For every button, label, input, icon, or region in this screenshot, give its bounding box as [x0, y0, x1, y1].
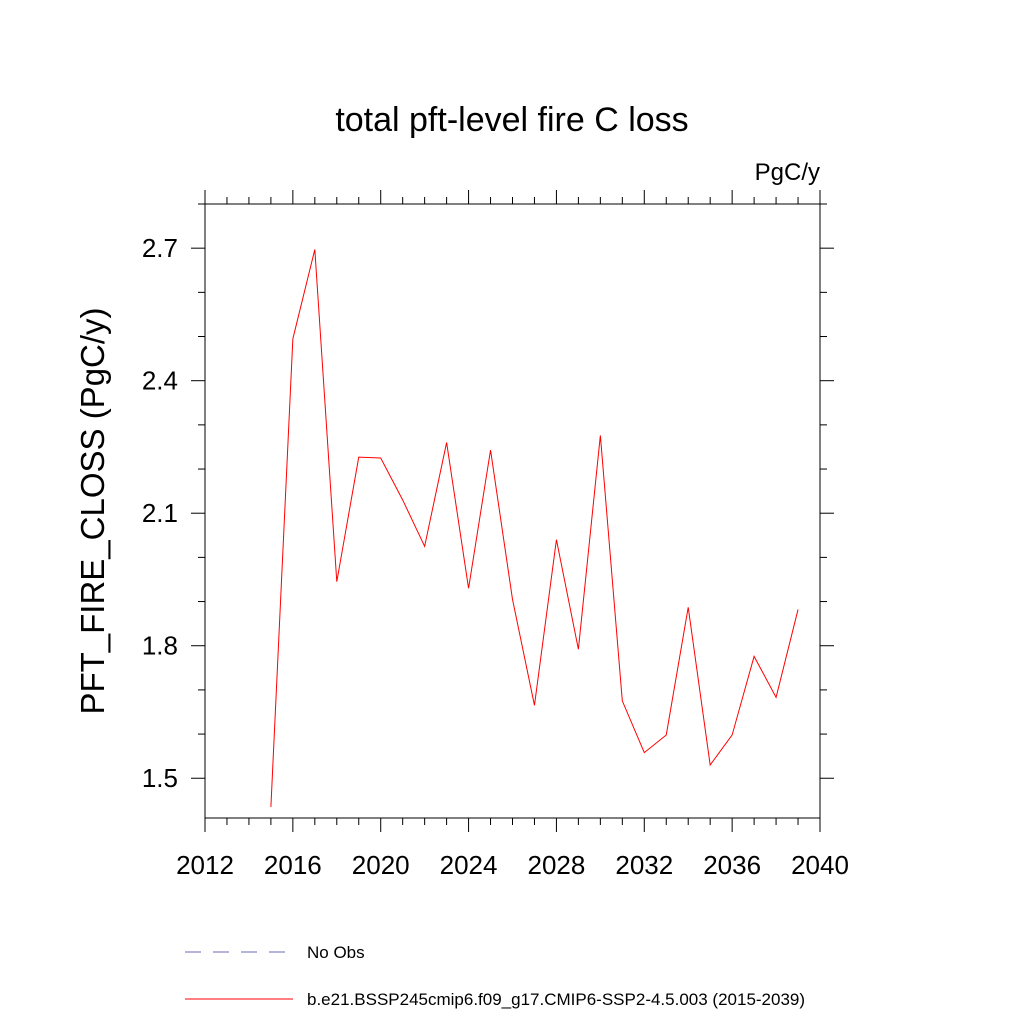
series-line-0 — [270, 249, 799, 807]
x-tick-label: 2040 — [791, 850, 849, 880]
y-tick-label: 1.8 — [142, 631, 178, 661]
x-tick-label: 2020 — [352, 850, 410, 880]
data-series — [270, 249, 799, 807]
axes — [204, 203, 821, 819]
x-tick-label: 2028 — [528, 850, 586, 880]
x-tick-label: 2036 — [703, 850, 761, 880]
units-label: PgC/y — [755, 159, 820, 186]
y-tick-label: 2.1 — [142, 498, 178, 528]
x-tick-label: 2032 — [615, 850, 673, 880]
y-tick-label: 2.7 — [142, 233, 178, 263]
legend-label-0: No Obs — [307, 943, 365, 962]
legend: No Obs b.e21.BSSP245cmip6.f09_g17.CMIP6-S… — [185, 943, 805, 1009]
plot-frame — [204, 203, 821, 819]
chart-title: total pft-level fire C loss — [335, 101, 688, 139]
y-tick-label: 2.4 — [142, 366, 178, 396]
x-tick-label: 2012 — [176, 850, 234, 880]
y-axis-label: PFT_FIRE_CLOSS (PgC/y) — [74, 307, 111, 714]
axis-ticks — [191, 190, 834, 832]
y-tick-label: 1.5 — [142, 763, 178, 793]
x-tick-label: 2024 — [440, 850, 498, 880]
axis-tick-labels: 2012 2016 2020 2024 2028 2032 2036 2040 1.5 1.8 2.… — [142, 233, 849, 880]
x-tick-label: 2016 — [264, 850, 322, 880]
legend-label-1: b.e21.BSSP245cmip6.f09_g17.CMIP6-SSP2-4.… — [307, 990, 805, 1009]
